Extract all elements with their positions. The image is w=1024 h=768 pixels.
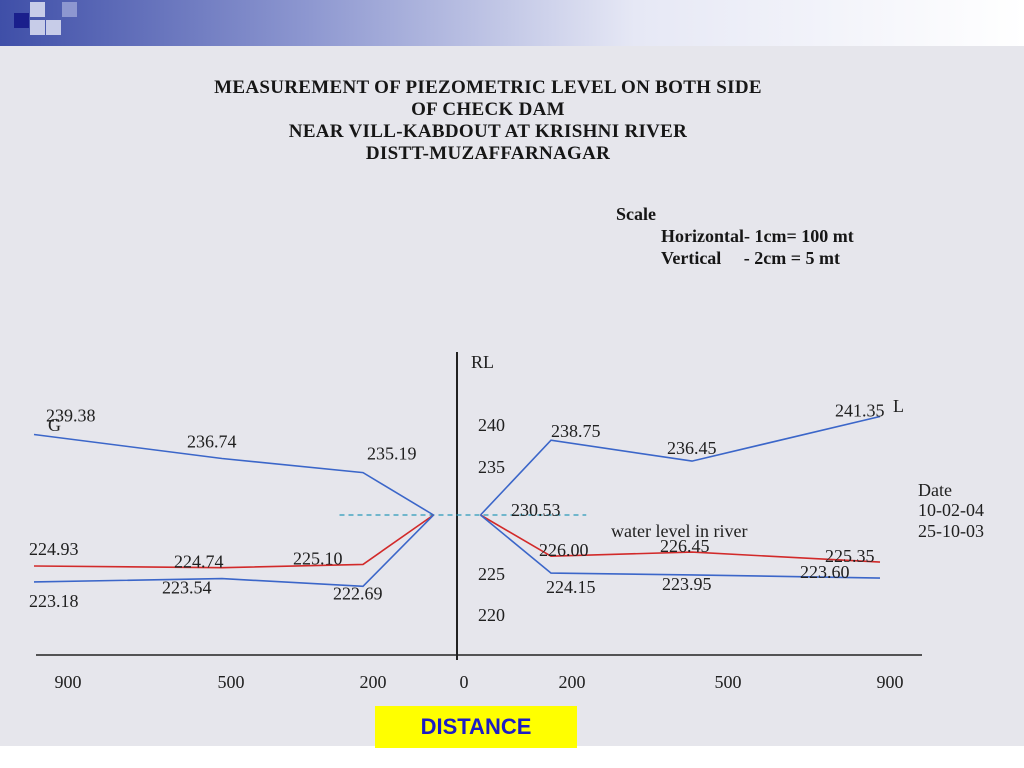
series-start-label-g: G <box>48 415 61 435</box>
y-tick-label: 225 <box>478 564 505 584</box>
point-label: 223.18 <box>29 591 79 611</box>
point-label: 235.19 <box>367 444 417 464</box>
point-label: 223.54 <box>162 578 212 598</box>
figure-title-line-1: MEASUREMENT OF PIEZOMETRIC LEVEL ON BOTH… <box>214 77 762 98</box>
legend-heading: Date <box>918 480 952 500</box>
x-tick-label: 500 <box>715 672 742 692</box>
point-label: 236.74 <box>187 431 237 451</box>
point-label: 225.35 <box>825 546 875 566</box>
point-label: 223.95 <box>662 574 712 594</box>
series-end-label-l: L <box>893 396 904 416</box>
series-line-lower-left-red <box>33 514 434 569</box>
y-axis-label: RL <box>471 352 494 372</box>
series-line-lower-left-blue <box>33 514 435 588</box>
distance-label-box: DISTANCE <box>375 706 577 748</box>
series-line-lower-right-blue <box>479 514 881 579</box>
corner-square-dark <box>14 13 29 28</box>
slide-footer <box>0 746 1024 768</box>
corner-square-light <box>30 20 45 35</box>
point-label: 226.45 <box>660 536 710 556</box>
x-tick-label: 500 <box>218 672 245 692</box>
x-tick-label: 200 <box>559 672 586 692</box>
figure-title-line-4: DISTT-MUZAFFARNAGAR <box>365 143 611 164</box>
corner-square-light <box>30 2 45 17</box>
title-bar <box>0 0 1024 46</box>
scale-horizontal: Horizontal- 1cm= 100 mt <box>661 226 854 246</box>
y-tick-label: 240 <box>478 415 505 435</box>
point-label: 224.74 <box>174 552 224 572</box>
figure-title-line-2: OF CHECK DAM <box>411 99 565 120</box>
water-level-annotation: water level in river <box>611 521 747 541</box>
scanned-figure <box>0 46 1024 746</box>
point-label: 238.75 <box>551 421 601 441</box>
x-tick-label: 0 <box>460 672 469 692</box>
series-line-upper-right <box>479 415 881 516</box>
series-line-lower-right-red <box>480 514 881 563</box>
x-tick-label: 900 <box>55 672 82 692</box>
x-tick-label: 900 <box>877 672 904 692</box>
scale-heading: Scale <box>616 204 656 224</box>
point-label: 224.15 <box>546 577 596 597</box>
series-line-upper-left <box>33 433 434 516</box>
point-label: 224.93 <box>29 539 79 559</box>
corner-square-mid <box>62 2 77 17</box>
x-tick-label: 200 <box>360 672 387 692</box>
legend-entry: 10-02-04 <box>918 500 984 520</box>
point-label: 239.38 <box>46 405 96 425</box>
point-label: 223.60 <box>800 562 850 582</box>
water-level-value: 230.53 <box>511 500 561 520</box>
figure-title-line-3: NEAR VILL-KABDOUT AT KRISHNI RIVER <box>288 121 688 142</box>
y-tick-label: 220 <box>478 605 505 625</box>
y-tick-label: 235 <box>478 457 505 477</box>
point-label: 222.69 <box>333 583 383 603</box>
point-label: 225.10 <box>293 548 343 568</box>
legend-entry: 25-10-03 <box>918 521 984 541</box>
scale-vertical: Vertical - 2cm = 5 mt <box>661 248 841 268</box>
point-label: 226.00 <box>539 540 589 560</box>
point-label: 236.45 <box>667 438 717 458</box>
point-label: 241.35 <box>835 401 885 421</box>
corner-square-light <box>46 20 61 35</box>
distance-axis-label: DISTANCE <box>420 714 532 739</box>
